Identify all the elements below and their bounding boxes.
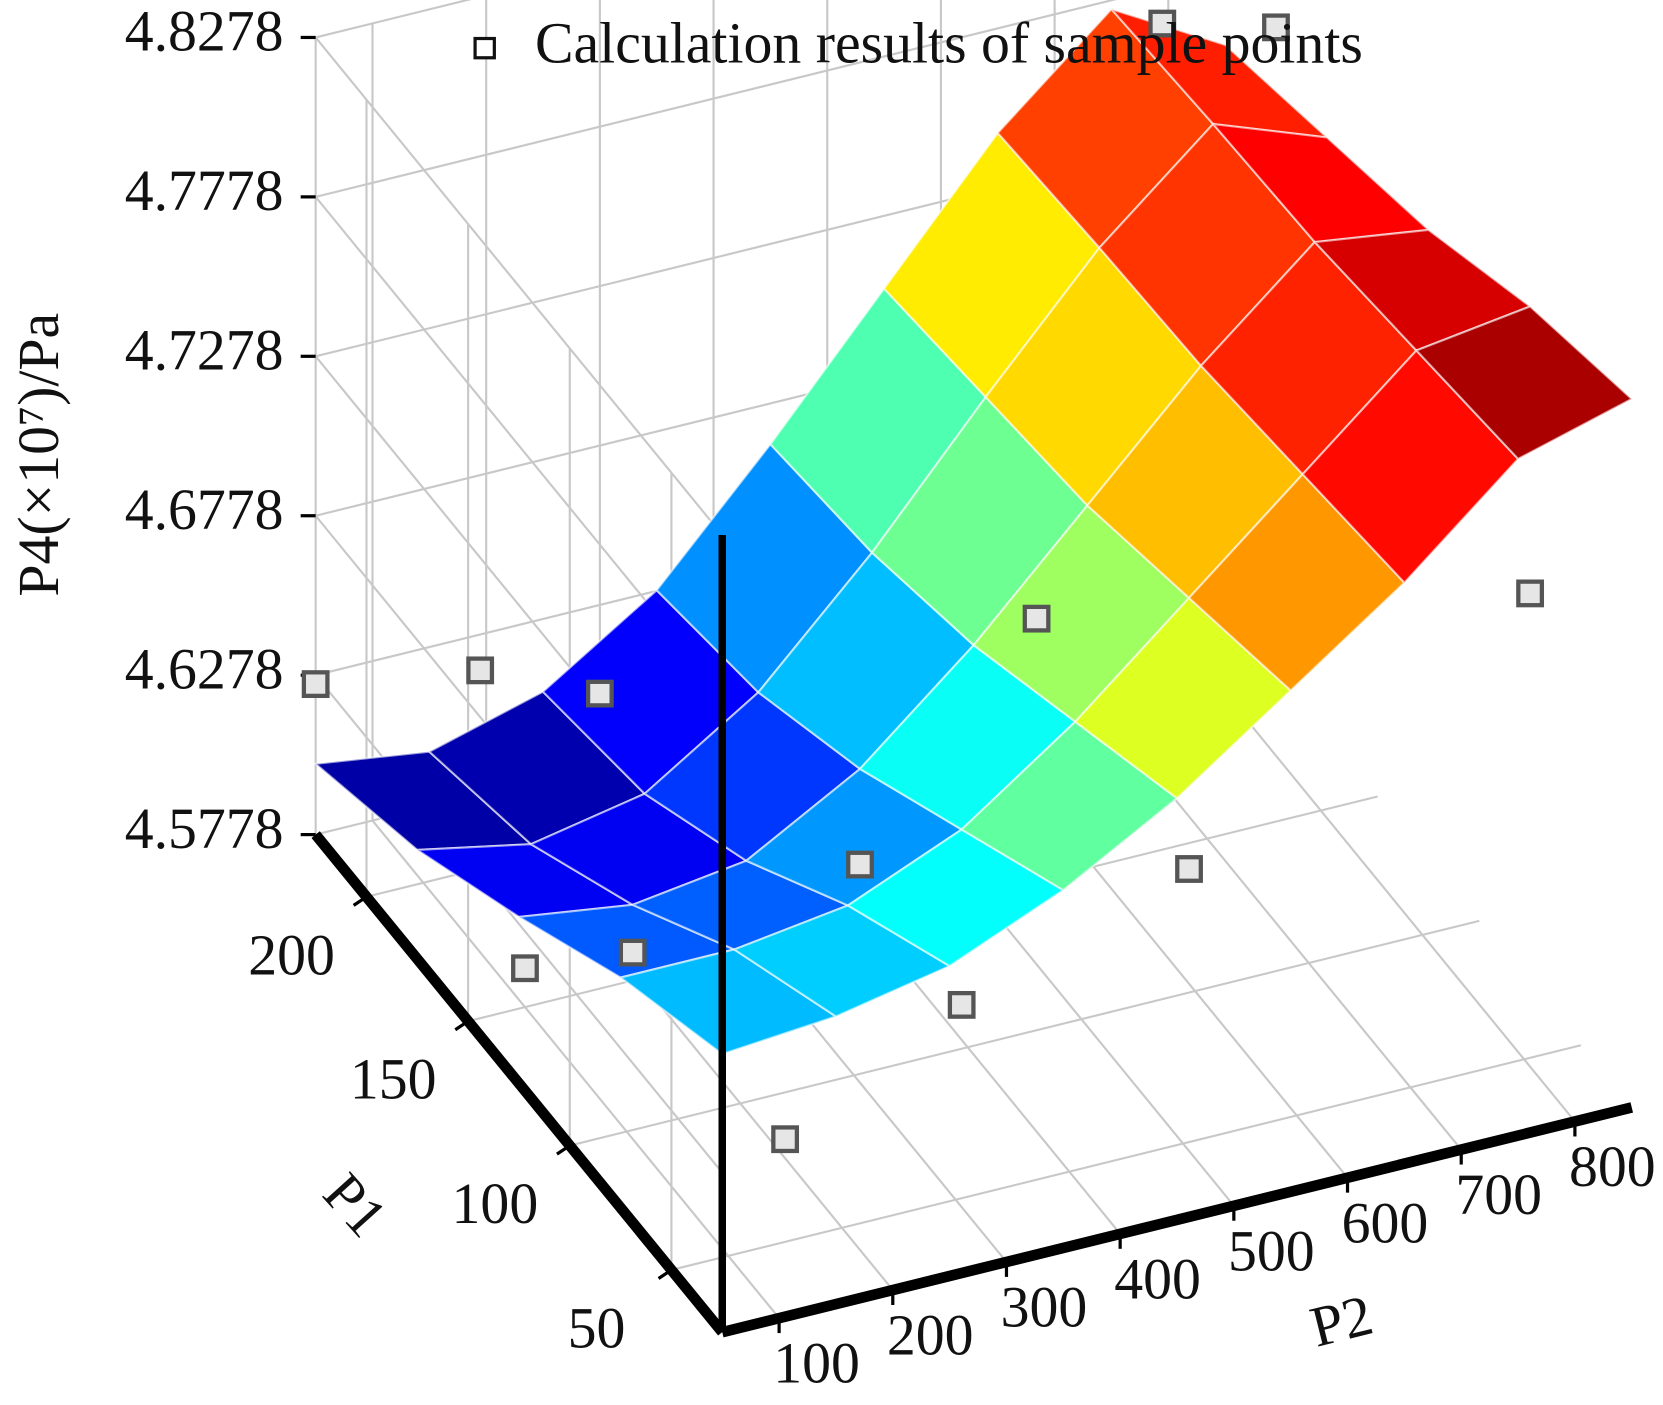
sample-point bbox=[466, 656, 495, 685]
x-tick-label: 400 bbox=[1114, 1248, 1201, 1311]
y-tick-label: 200 bbox=[248, 924, 335, 987]
plot: 4.5778 4.6278 4.6778 4.7278 4.7778 4.8278 50 10… bbox=[8, 0, 1656, 1396]
tick-mark bbox=[352, 895, 368, 907]
grid-line bbox=[314, 36, 724, 536]
x-tick-label: 300 bbox=[1001, 1277, 1088, 1340]
z-tick-label: 4.6278 bbox=[125, 638, 284, 701]
sample-point bbox=[301, 670, 330, 699]
tick-mark bbox=[556, 1144, 571, 1156]
axis-line bbox=[311, 831, 727, 1336]
y-tick-label: 150 bbox=[350, 1049, 437, 1112]
grid-line bbox=[671, 1044, 1582, 1271]
grid-line bbox=[315, 0, 1118, 198]
tick-mark bbox=[657, 1268, 673, 1280]
sample-point bbox=[1175, 855, 1203, 883]
sample-point bbox=[947, 990, 976, 1019]
sample-point bbox=[1148, 9, 1177, 38]
x-tick-label: 600 bbox=[1342, 1192, 1429, 1255]
z-tick-label: 4.6778 bbox=[125, 479, 284, 542]
x-tick-label: 100 bbox=[773, 1333, 860, 1396]
legend-label: Calculation results of sample points bbox=[535, 12, 1363, 75]
z-axis-label: P4(×10⁷)/Pa bbox=[8, 313, 71, 597]
tick-mark bbox=[454, 1019, 470, 1032]
sample-point bbox=[1262, 13, 1290, 42]
x-axis-label: P2 bbox=[1304, 1284, 1378, 1360]
z-tick-label: 4.7278 bbox=[125, 320, 284, 383]
x-tick-label: 500 bbox=[1228, 1220, 1315, 1283]
y-tick-label: 50 bbox=[568, 1297, 626, 1360]
y-tick-label: 100 bbox=[452, 1173, 539, 1236]
x-tick-label: 700 bbox=[1455, 1164, 1542, 1227]
z-tick-label: 4.7778 bbox=[125, 160, 284, 223]
sample-point bbox=[585, 679, 614, 708]
sample-point bbox=[618, 938, 647, 967]
sample-point bbox=[1022, 604, 1051, 633]
surface-patch bbox=[1414, 305, 1634, 461]
sample-point bbox=[771, 1125, 800, 1154]
z-tick-label: 4.8278 bbox=[125, 1, 284, 64]
sample-point bbox=[511, 954, 539, 983]
legend-marker bbox=[473, 36, 496, 60]
x-tick-label: 800 bbox=[1569, 1136, 1656, 1199]
sample-point bbox=[846, 850, 874, 879]
y-axis-label: P1 bbox=[311, 1162, 399, 1249]
sample-point bbox=[1516, 579, 1545, 608]
axis-line bbox=[720, 1102, 1634, 1338]
x-tick-label: 200 bbox=[887, 1305, 974, 1368]
grid-line bbox=[371, 819, 780, 1319]
z-tick-label: 4.5778 bbox=[125, 798, 284, 861]
